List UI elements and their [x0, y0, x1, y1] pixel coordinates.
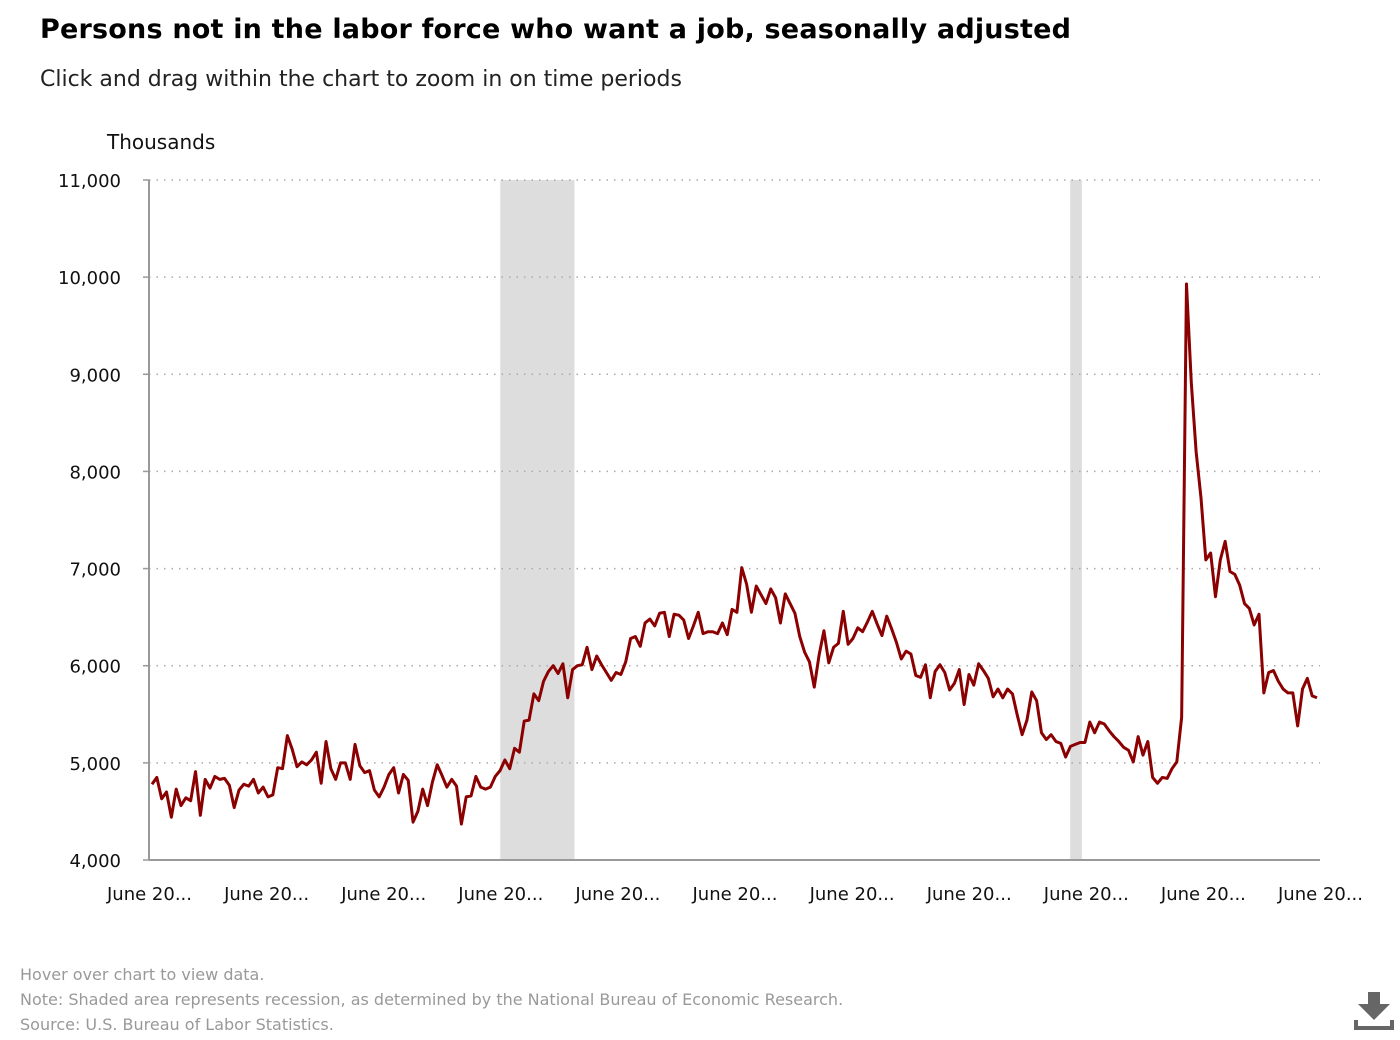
download-arrow-icon [1354, 992, 1394, 1030]
x-tick-label: June 20... [574, 884, 660, 905]
y-tick-label: 6,000 [69, 657, 121, 678]
series-line[interactable] [150, 282, 1318, 826]
chart-footer: Hover over chart to view data. Note: Sha… [20, 962, 843, 1037]
x-tick-label: June 20... [692, 884, 778, 905]
x-tick-label: June 20... [340, 884, 426, 905]
line-chart[interactable]: Thousands 4,000 5,000 6,000 7,000 8,000 9,000… [0, 0, 1400, 940]
x-tick-label: June 20... [1160, 884, 1246, 905]
y-tick-label: 11,000 [58, 171, 121, 192]
recession-note: Note: Shaded area represents recession, … [20, 990, 844, 1009]
download-icon[interactable] [1352, 988, 1396, 1036]
x-tick-label: June 20... [926, 884, 1012, 905]
y-axis-label: Thousands [106, 130, 215, 154]
x-tick-labels: June 20... June 20... June 20... June 20...… [106, 884, 1363, 905]
y-tick-label: 4,000 [69, 851, 121, 872]
x-tick-label: June 20... [1277, 884, 1363, 905]
chart-title: Persons not in the labor force who want … [40, 14, 1072, 45]
y-tick-label: 7,000 [69, 560, 121, 581]
x-tick-label: June 20... [1043, 884, 1129, 905]
recession-band-2 [1070, 180, 1082, 860]
y-tick-label: 8,000 [69, 462, 121, 483]
recession-shading [500, 180, 1082, 860]
x-tick-label: June 20... [457, 884, 543, 905]
axes [148, 180, 1320, 861]
chart-subtitle: Click and drag within the chart to zoom … [40, 67, 682, 92]
y-tick-label: 9,000 [69, 365, 121, 386]
x-tick-label: June 20... [223, 884, 309, 905]
y-tick-labels: 4,000 5,000 6,000 7,000 8,000 9,000 10,000 11,0… [58, 171, 121, 872]
recession-band-1 [500, 180, 575, 860]
x-tick-label: June 20... [809, 884, 895, 905]
source-note: Source: U.S. Bureau of Labor Statistics. [20, 1015, 334, 1034]
x-tick-label: June 20... [106, 884, 192, 905]
hover-hint: Hover over chart to view data. [20, 965, 265, 984]
y-tick-label: 10,000 [58, 268, 121, 289]
gridlines [143, 179, 1320, 861]
y-tick-label: 5,000 [69, 754, 121, 775]
